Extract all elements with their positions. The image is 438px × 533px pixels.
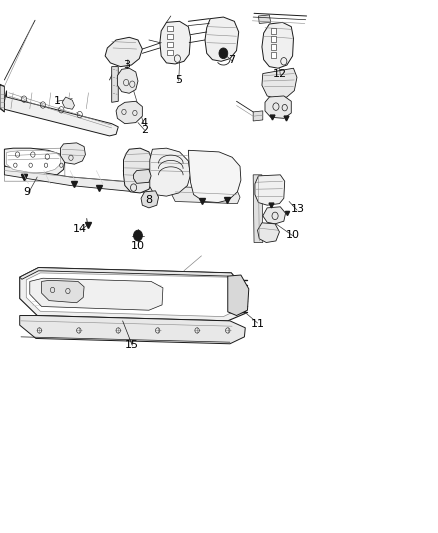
Polygon shape: [172, 187, 240, 204]
Text: 10: 10: [286, 230, 300, 239]
Polygon shape: [141, 191, 159, 208]
Polygon shape: [112, 67, 118, 102]
Polygon shape: [253, 175, 263, 243]
Polygon shape: [20, 316, 245, 344]
Text: 14: 14: [73, 224, 87, 234]
Polygon shape: [263, 207, 286, 224]
Polygon shape: [262, 68, 297, 99]
Text: 8: 8: [145, 195, 152, 205]
Polygon shape: [205, 17, 239, 61]
Polygon shape: [271, 52, 276, 58]
Polygon shape: [188, 150, 241, 203]
Polygon shape: [62, 97, 74, 109]
Polygon shape: [271, 36, 276, 42]
Text: 1: 1: [53, 96, 60, 106]
Polygon shape: [271, 44, 276, 50]
Text: 4: 4: [140, 118, 147, 127]
Circle shape: [134, 230, 142, 241]
Polygon shape: [4, 148, 65, 177]
Polygon shape: [167, 50, 173, 55]
Polygon shape: [262, 22, 293, 68]
Polygon shape: [150, 148, 191, 196]
Text: 2: 2: [141, 125, 148, 135]
Text: 15: 15: [125, 341, 139, 350]
Polygon shape: [258, 223, 279, 243]
Text: 12: 12: [273, 69, 287, 78]
Text: 7: 7: [229, 55, 236, 64]
Polygon shape: [116, 101, 142, 124]
Polygon shape: [26, 273, 240, 317]
Polygon shape: [134, 169, 151, 183]
Polygon shape: [271, 28, 276, 34]
Polygon shape: [0, 84, 4, 112]
Polygon shape: [4, 91, 118, 136]
Polygon shape: [105, 37, 142, 67]
Polygon shape: [7, 150, 60, 173]
Polygon shape: [167, 26, 173, 31]
Polygon shape: [30, 278, 163, 310]
Polygon shape: [117, 68, 138, 93]
Text: 11: 11: [251, 319, 265, 329]
Polygon shape: [20, 268, 247, 294]
Text: 3: 3: [124, 60, 131, 70]
Polygon shape: [60, 143, 85, 164]
Polygon shape: [4, 166, 175, 193]
Polygon shape: [228, 275, 249, 316]
Polygon shape: [255, 175, 285, 205]
Polygon shape: [253, 111, 263, 121]
Polygon shape: [160, 21, 191, 64]
Text: 10: 10: [131, 241, 145, 251]
Polygon shape: [167, 42, 173, 47]
Polygon shape: [42, 280, 84, 303]
Text: 5: 5: [175, 75, 182, 85]
Polygon shape: [258, 15, 271, 23]
Circle shape: [219, 48, 228, 59]
Polygon shape: [20, 268, 247, 321]
Polygon shape: [124, 148, 152, 193]
Text: 9: 9: [24, 187, 31, 197]
Polygon shape: [265, 96, 291, 118]
Polygon shape: [167, 34, 173, 39]
Text: 13: 13: [291, 204, 305, 214]
